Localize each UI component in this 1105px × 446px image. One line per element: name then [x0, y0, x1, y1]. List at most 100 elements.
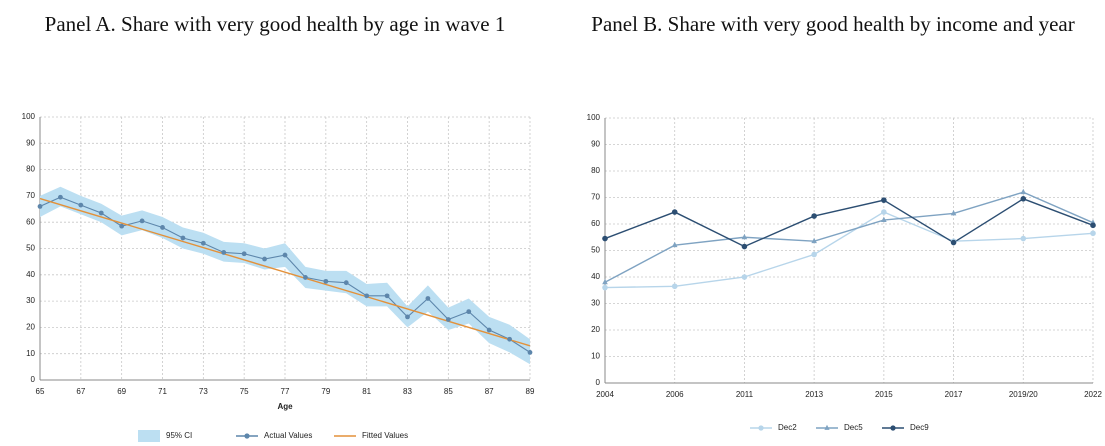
data-point	[221, 250, 227, 255]
data-point	[180, 235, 186, 241]
y-tick-label: 20	[26, 323, 35, 332]
y-tick-label: 0	[31, 375, 36, 384]
data-point	[78, 202, 84, 208]
legend-label: Dec2	[778, 423, 797, 432]
y-tick-label: 70	[26, 191, 35, 200]
data-point	[425, 296, 431, 301]
data-point	[160, 225, 165, 230]
series-line	[604, 191, 1094, 283]
data-point	[262, 256, 267, 262]
y-tick-label: 10	[591, 352, 600, 361]
x-tick-label: 87	[485, 387, 494, 396]
x-tick-label: 2013	[805, 390, 823, 399]
data-point	[486, 327, 492, 333]
y-tick-label: 30	[591, 299, 600, 308]
x-tick-label: 89	[526, 387, 535, 396]
y-tick-label: 80	[591, 166, 600, 175]
legend-label: 95% CI	[166, 431, 192, 440]
data-point	[445, 317, 451, 322]
data-point	[58, 194, 63, 200]
x-tick-label: 71	[158, 387, 167, 396]
y-tick-label: 40	[26, 270, 35, 279]
data-point	[811, 237, 817, 244]
data-point	[139, 218, 145, 224]
data-point	[323, 278, 329, 284]
data-point	[881, 197, 887, 203]
data-point	[741, 243, 748, 250]
y-tick-label: 50	[26, 244, 35, 253]
y-tick-label: 60	[26, 217, 35, 226]
y-tick-label: 80	[26, 165, 35, 174]
data-point	[602, 284, 608, 291]
data-point	[881, 209, 887, 215]
x-tick-label: 2015	[875, 390, 893, 399]
y-tick-label: 10	[26, 349, 35, 358]
y-tick-label: 30	[26, 296, 35, 305]
data-point	[364, 293, 370, 299]
data-point	[1020, 235, 1027, 242]
y-tick-label: 40	[591, 272, 600, 281]
data-point	[343, 280, 349, 286]
data-point	[811, 251, 817, 258]
series-line	[604, 198, 1094, 248]
legend-label: Dec9	[910, 423, 929, 432]
fitted-line	[39, 197, 531, 347]
x-tick-label: 81	[362, 387, 371, 396]
data-point	[1090, 230, 1096, 237]
data-point	[1020, 188, 1027, 195]
legend-marker	[824, 424, 830, 430]
y-tick-label: 100	[587, 113, 601, 122]
x-tick-label: 73	[199, 387, 208, 396]
data-point	[671, 283, 678, 290]
x-tick-label: 65	[36, 387, 45, 396]
data-point	[303, 275, 308, 280]
x-tick-label: 77	[281, 387, 290, 396]
data-point	[384, 293, 390, 299]
data-point	[950, 239, 957, 246]
x-tick-label: 2022	[1084, 390, 1102, 399]
y-tick-label: 90	[26, 138, 35, 147]
data-point	[405, 314, 410, 320]
data-point	[466, 309, 472, 315]
y-tick-label: 50	[591, 246, 600, 255]
legend-label: Actual Values	[264, 431, 312, 440]
data-point	[950, 210, 957, 216]
data-point	[741, 233, 748, 240]
data-point	[1020, 196, 1027, 202]
ci-band	[40, 186, 530, 365]
data-point	[741, 274, 748, 280]
x-tick-label: 79	[321, 387, 330, 396]
x-tick-label: 2006	[666, 390, 684, 399]
data-point	[671, 209, 678, 215]
x-tick-label: 85	[444, 387, 453, 396]
data-point	[602, 278, 608, 285]
legend-marker	[758, 425, 764, 431]
x-tick-label: 83	[403, 387, 412, 396]
x-tick-label: 67	[76, 387, 85, 396]
panel-title: Panel B. Share with very good health by …	[591, 12, 1075, 36]
data-point	[671, 241, 678, 248]
x-tick-label: 2004	[596, 390, 614, 399]
data-point	[527, 349, 533, 355]
y-tick-label: 60	[591, 219, 600, 228]
x-tick-label: 2011	[736, 390, 754, 399]
data-point	[37, 204, 43, 209]
legend-marker	[244, 433, 250, 439]
x-tick-label: 2019/20	[1009, 390, 1038, 399]
data-point	[507, 336, 512, 342]
data-point	[811, 213, 817, 219]
panel-title: Panel A. Share with very good health by …	[44, 12, 506, 36]
x-tick-label: 69	[117, 387, 126, 396]
data-point	[881, 216, 887, 222]
legend-label: Fitted Values	[362, 431, 408, 440]
data-point	[602, 235, 608, 242]
series-line	[604, 211, 1094, 289]
data-point	[200, 240, 206, 246]
legend-label: Dec5	[844, 423, 863, 432]
data-point	[282, 252, 288, 258]
data-point	[98, 210, 104, 216]
y-tick-label: 0	[596, 378, 601, 387]
legend-marker	[890, 425, 896, 431]
x-tick-label: 2017	[945, 390, 963, 399]
